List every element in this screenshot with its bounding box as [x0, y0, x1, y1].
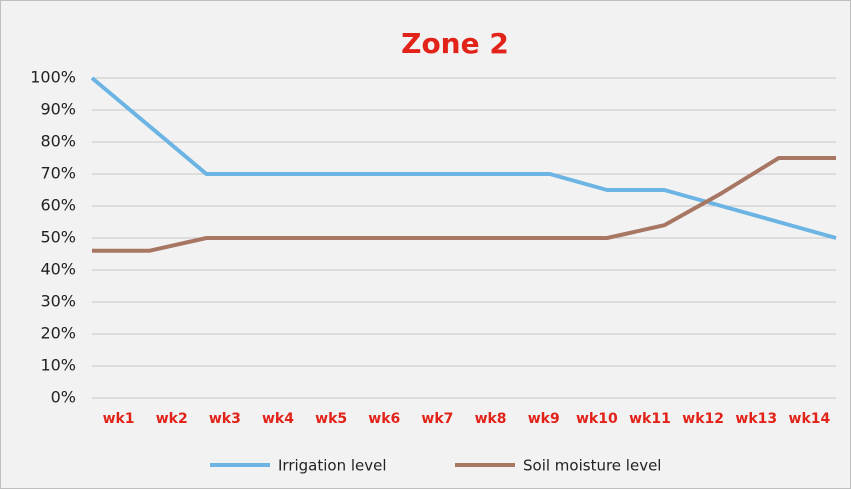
y-tick-label: 80% [40, 132, 76, 151]
y-tick-label: 70% [40, 164, 76, 183]
y-tick-label: 20% [40, 324, 76, 343]
chart-title: Zone 2 [401, 27, 509, 60]
x-tick-label: wk12 [682, 411, 724, 427]
y-tick-label: 50% [40, 228, 76, 247]
y-tick-label: 30% [40, 292, 76, 311]
x-tick-label: wk2 [156, 411, 188, 427]
x-tick-label: wk9 [528, 411, 560, 427]
y-tick-label: 40% [40, 260, 76, 279]
x-tick-label: wk14 [789, 411, 831, 427]
x-tick-label: wk5 [315, 411, 347, 427]
x-tick-label: wk13 [735, 411, 777, 427]
y-tick-label: 90% [40, 100, 76, 119]
y-tick-label: 0% [51, 388, 76, 407]
x-tick-label: wk3 [209, 411, 241, 427]
x-tick-label: wk7 [421, 411, 453, 427]
x-tick-label: wk10 [576, 411, 618, 427]
x-tick-label: wk4 [262, 411, 294, 427]
y-tick-label: 10% [40, 356, 76, 375]
x-tick-label: wk8 [475, 411, 507, 427]
x-tick-label: wk1 [103, 411, 135, 427]
series-line [90, 76, 837, 240]
legend-label: Soil moisture level [523, 457, 661, 475]
x-tick-label: wk6 [368, 411, 400, 427]
x-tick-label: wk11 [629, 411, 671, 427]
legend-label: Irrigation level [278, 457, 387, 475]
series-line [92, 156, 836, 253]
y-tick-label: 60% [40, 196, 76, 215]
y-tick-label: 100% [30, 68, 76, 87]
